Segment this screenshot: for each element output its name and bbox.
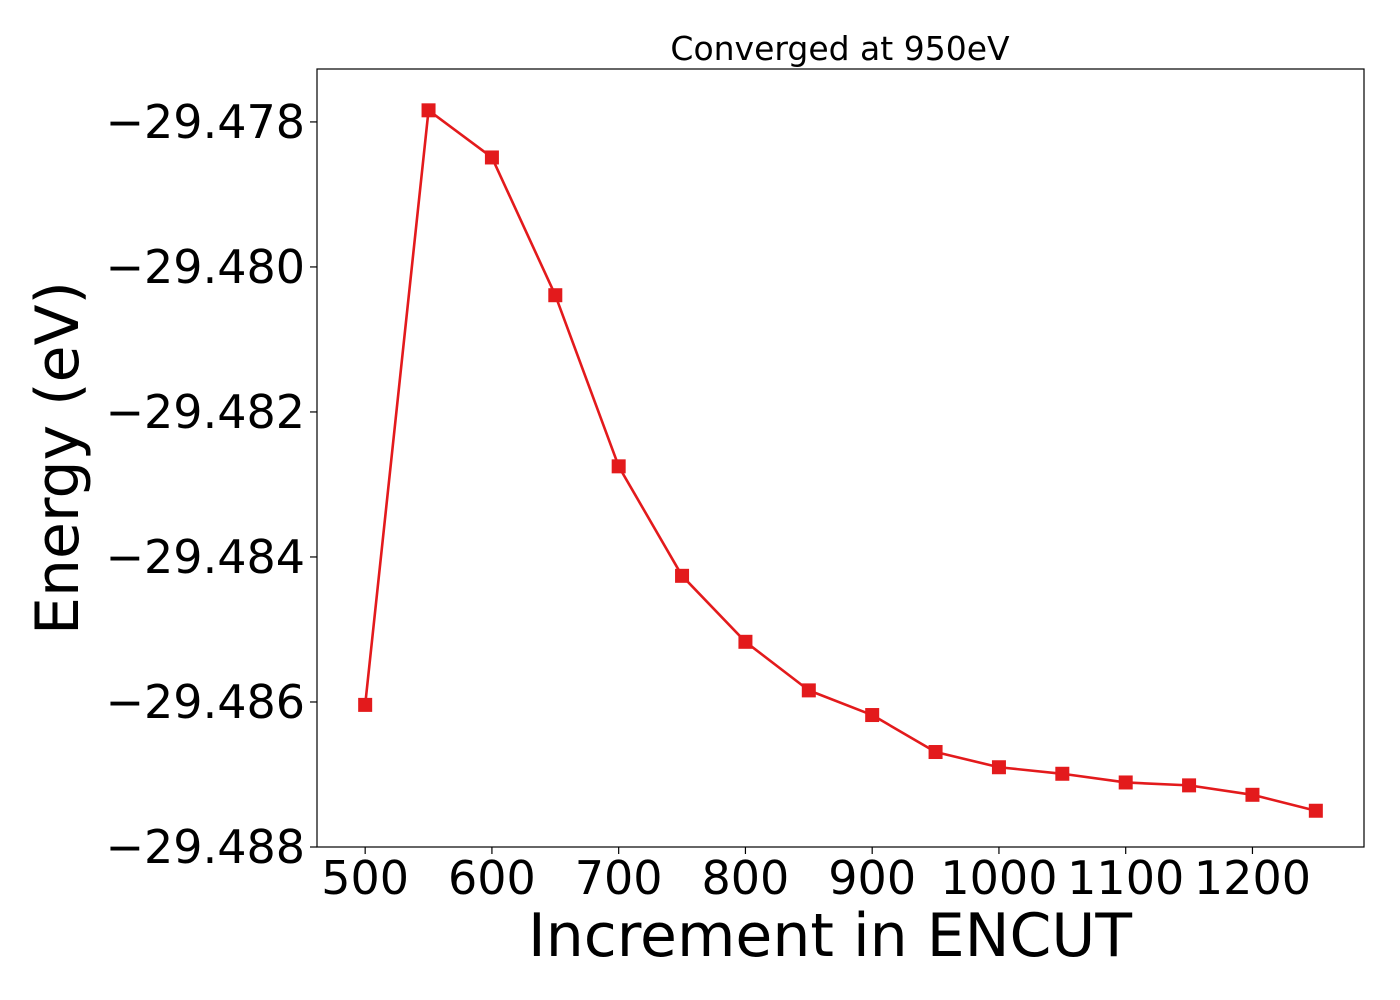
y-tick-label: −29.482: [106, 385, 306, 439]
data-point-marker: [611, 459, 626, 474]
data-point-marker: [1182, 778, 1197, 793]
data-point-marker: [421, 103, 436, 118]
data-point-marker: [1055, 766, 1070, 781]
data-point-marker: [484, 150, 499, 165]
chart-title: Converged at 950eV: [670, 29, 1010, 68]
data-point-marker: [1308, 803, 1323, 818]
y-tick-label: −29.488: [106, 820, 306, 874]
x-tick-label: 1000: [940, 851, 1057, 905]
y-tick-label: −29.478: [106, 95, 306, 149]
data-point-marker: [548, 288, 563, 303]
data-point-marker: [1118, 775, 1133, 790]
x-tick-label: 800: [702, 851, 790, 905]
y-tick-label: −29.486: [106, 675, 306, 729]
data-point-marker: [358, 697, 373, 712]
x-tick-label: 900: [828, 851, 916, 905]
data-point-marker: [675, 568, 690, 583]
series-layer: [358, 103, 1323, 818]
data-point-marker: [1245, 787, 1260, 802]
x-tick-label: 700: [575, 851, 663, 905]
x-axis-ticks: 500 600 700 800 900 1000 1100 1200: [321, 847, 1311, 905]
x-tick-label: 500: [321, 851, 409, 905]
y-tick-label: −29.480: [106, 240, 306, 294]
y-axis-ticks: −29.478 −29.480 −29.482 −29.484 −29.486 −29.4…: [106, 95, 317, 874]
series-line: [363, 109, 1317, 813]
x-tick-label: 600: [448, 851, 536, 905]
x-tick-label: 1100: [1067, 851, 1184, 905]
data-point-marker: [991, 760, 1006, 775]
data-point-marker: [865, 708, 880, 723]
plot-area-frame: [316, 68, 1365, 848]
y-axis-label: Energy (eV): [23, 281, 93, 635]
x-tick-label: 1200: [1194, 851, 1311, 905]
data-point-marker: [928, 745, 943, 760]
data-point-marker: [738, 634, 753, 649]
y-tick-label: −29.484: [106, 530, 306, 584]
x-axis-label: Increment in ENCUT: [528, 901, 1132, 971]
data-point-marker: [801, 683, 816, 698]
